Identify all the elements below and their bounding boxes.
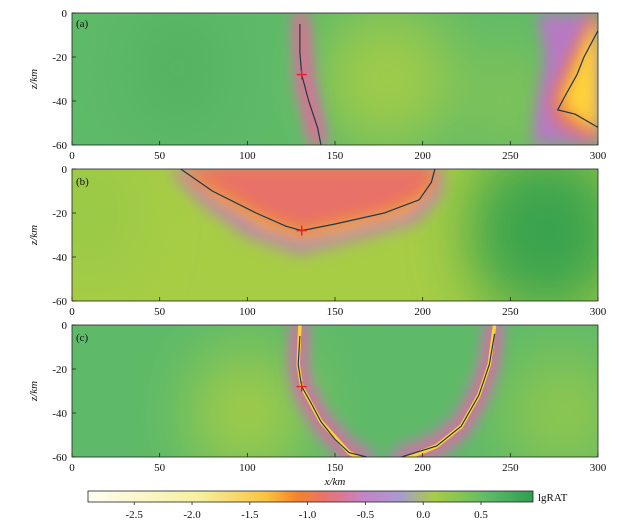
panel-b-curve-0: [180, 169, 436, 232]
colorbar-tick-label: -1.5: [241, 509, 259, 521]
colorbar-tick-label: -1.0: [299, 509, 317, 521]
panel-a-xtick-label: 250: [502, 150, 519, 162]
colorbar-tick-label: -0.5: [357, 509, 375, 521]
panel-a-source-marker: [296, 69, 307, 80]
panel-b: (b) z/km 0 -20 -40 -60 0 50 100 150 200 250 300: [28, 164, 607, 318]
panel-a-yticks: 0 -20 -40 -60: [52, 8, 76, 152]
panel-a-xtick-label: 100: [239, 150, 256, 162]
panel-b-xtick-label: 50: [154, 306, 166, 318]
panel-c-curve-0: [297, 335, 367, 457]
panel-c-xtick-label: 50: [154, 462, 166, 474]
panel-c-heatmap: [72, 325, 598, 457]
panel-a-ylabel: z/km: [28, 69, 40, 90]
panel-c-ytick-label: 0: [62, 320, 68, 332]
panel-c-curve-1: [401, 333, 496, 457]
colorbar-tick-label: 0.0: [416, 509, 430, 521]
panel-c-yticks: 0 -20 -40 -60: [52, 320, 76, 464]
panel-a-xtick-label: 50: [154, 150, 166, 162]
colorbar-tick-label: -2.0: [183, 509, 201, 521]
panel-a-xtick-label: 150: [327, 150, 344, 162]
panel-b-xtick-label: 200: [414, 306, 431, 318]
panel-b-yticks: 0 -20 -40 -60: [52, 164, 76, 308]
panel-c-xtick-label: 0: [69, 462, 75, 474]
colorbar-label: lgRAT: [538, 492, 568, 504]
panel-a-ytick-label: -40: [52, 96, 67, 108]
panel-c-ylabel: z/km: [28, 381, 40, 402]
colorbar: -2.5 -2.0 -1.5 -1.0 -0.5 0.0 0.5 lgRAT: [87, 490, 568, 521]
panel-b-ytick-label: -60: [52, 296, 67, 308]
panel-b-xtick-label: 150: [327, 306, 344, 318]
panel-b-overlay: [180, 169, 436, 236]
panel-b-ytick-label: 0: [62, 164, 68, 176]
panel-b-heatmap: [72, 169, 598, 301]
panel-a: (a) z/km 0 -20 -40 -60 0 50 100 150 200 250 300: [28, 8, 607, 162]
panel-c-xtick-label: 300: [590, 462, 607, 474]
panel-c-xtick-label: 100: [239, 462, 256, 474]
panel-a-xticks: 0 50 100 150 200 250 300: [69, 141, 607, 162]
panel-b-xtick-label: 100: [239, 306, 256, 318]
panel-c-overlay: [296, 333, 496, 457]
panel-b-ytick-label: -40: [52, 252, 67, 264]
colorbar-tick-label: 0.5: [474, 509, 488, 521]
panel-c-ytick-label: -20: [52, 364, 67, 376]
panel-a-overlay: [296, 24, 598, 145]
panel-b-label: (b): [76, 176, 89, 188]
panel-c-xtick-label: 250: [502, 462, 519, 474]
colorbar-tick-label: -2.5: [126, 509, 144, 521]
panel-a-label: (a): [76, 18, 89, 30]
panel-c-ytick-label: -60: [52, 452, 67, 464]
panel-c-xticks: 0 50 100 150 200 250 300: [69, 453, 607, 474]
panel-b-source-marker: [296, 225, 307, 236]
panel-a-ytick-label: -20: [52, 52, 67, 64]
panel-a-xtick-label: 0: [69, 150, 75, 162]
panel-c-xtick-label: 150: [327, 462, 344, 474]
panel-b-xtick-label: 250: [502, 306, 519, 318]
colorbar-ticks: -2.5 -2.0 -1.5 -1.0 -0.5 0.0 0.5: [126, 502, 488, 521]
panel-c-ytick-label: -40: [52, 408, 67, 420]
colorbar-gradient: [87, 490, 534, 503]
panel-a-heatmap: [72, 13, 598, 145]
panel-c-label: (c): [76, 332, 89, 344]
panel-b-xtick-label: 300: [590, 306, 607, 318]
x-axis-label: x/km: [324, 476, 346, 488]
panel-c-source-marker: [296, 381, 307, 392]
panel-a-curve-0: [299, 24, 322, 145]
panel-b-ytick-label: -20: [52, 208, 67, 220]
panel-a-curve-1: [556, 30, 598, 128]
panel-c: (c) z/km 0 -20 -40 -60 0 50 100 150 200 250 300 x…: [28, 320, 607, 488]
panel-b-ylabel: z/km: [28, 225, 40, 246]
panel-a-xtick-label: 300: [590, 150, 607, 162]
panel-c-xtick-label: 200: [414, 462, 431, 474]
panel-b-xtick-label: 0: [69, 306, 75, 318]
panel-a-xtick-label: 200: [414, 150, 431, 162]
panel-b-xticks: 0 50 100 150 200 250 300: [69, 297, 607, 318]
panel-a-ytick-label: -60: [52, 140, 67, 152]
panel-a-ytick-label: 0: [62, 8, 68, 20]
